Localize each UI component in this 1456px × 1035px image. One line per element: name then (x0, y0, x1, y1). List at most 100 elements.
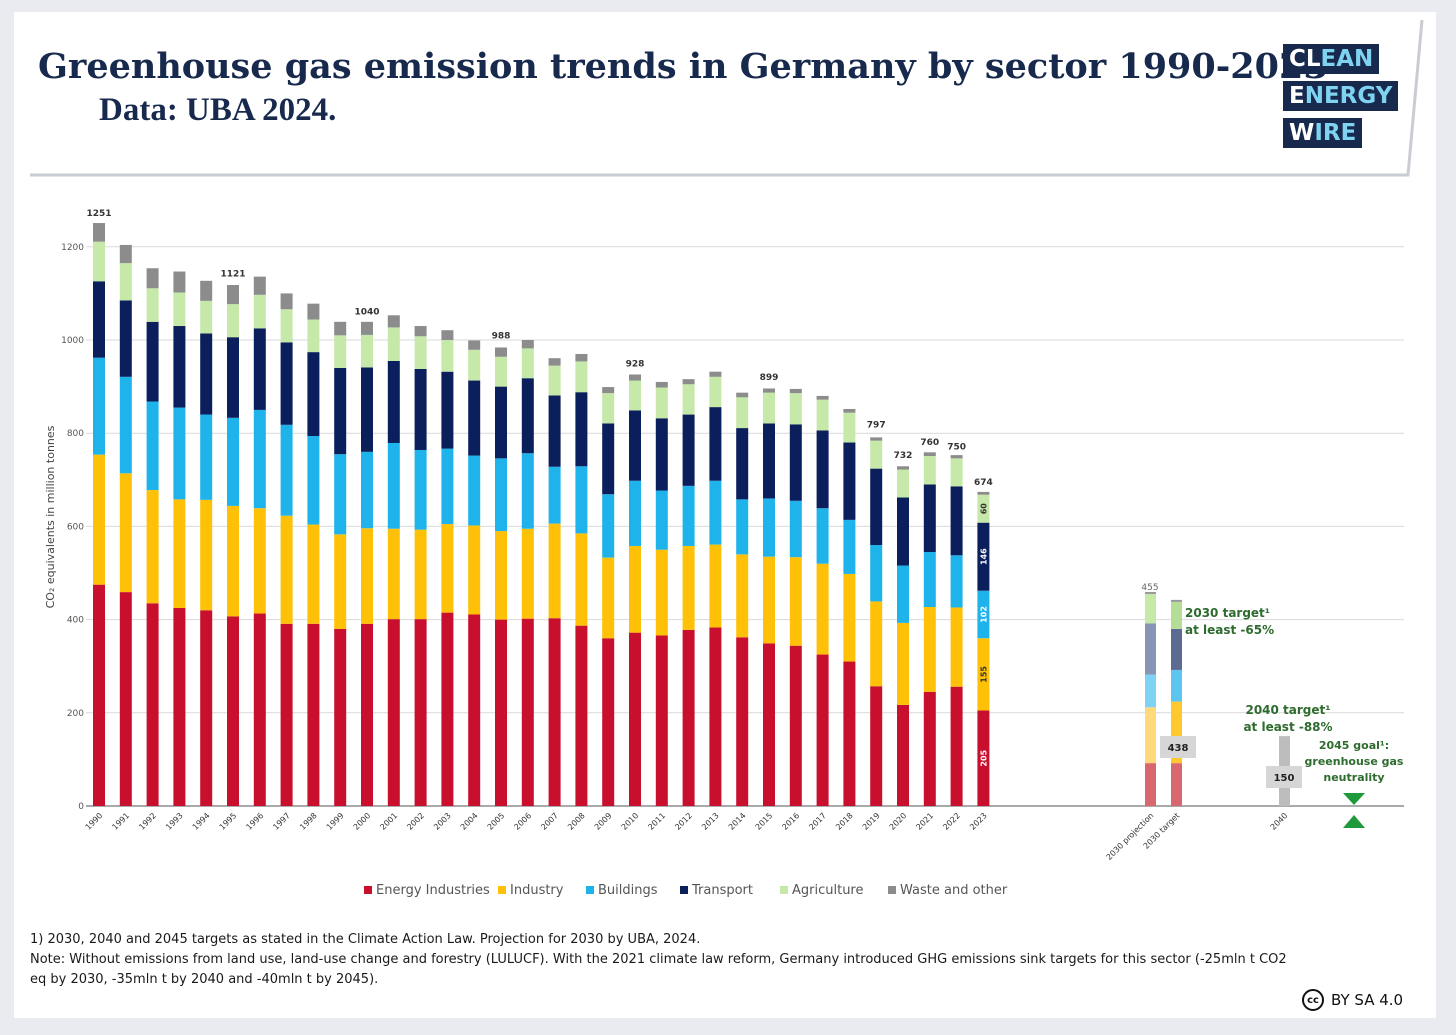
segment-label: 205 (979, 749, 988, 766)
target-bar-cap (1145, 591, 1156, 594)
bar-segment (387, 315, 400, 328)
bar-segment (789, 388, 802, 394)
bar-segment (280, 623, 293, 806)
bar-segment (682, 485, 695, 546)
bar-segment (843, 519, 856, 574)
bar-segment (119, 376, 132, 474)
bar-segment (441, 371, 454, 449)
bar-segment (280, 515, 293, 624)
bar-segment (441, 612, 454, 806)
bar-segment (146, 321, 159, 402)
bar-segment (468, 380, 481, 456)
x-tick-label: 1999 (325, 811, 346, 832)
bar-segment (923, 452, 936, 457)
logo-text: NERGY (1304, 83, 1393, 109)
legend-swatch (364, 886, 372, 894)
bar-segment (307, 319, 320, 353)
bar-segment (307, 524, 320, 624)
bar-segment (521, 378, 534, 454)
bar-segment (146, 288, 159, 322)
bar-segment (414, 449, 427, 530)
legend-label: Industry (510, 883, 564, 898)
bar-segment (200, 610, 213, 806)
y-tick-label: 0 (78, 802, 84, 812)
bar-segment (334, 534, 347, 629)
bar-segment (977, 638, 990, 711)
bar-segment (173, 607, 186, 806)
y-tick-label: 400 (67, 616, 84, 626)
bar-segment (414, 619, 427, 806)
bar-segment (334, 454, 347, 535)
bar-segment (146, 268, 159, 289)
bar-segment (334, 628, 347, 806)
target-bar-segment (1171, 628, 1182, 670)
bar-segment (629, 410, 641, 481)
bar-segment (736, 637, 749, 806)
bar-segment (414, 529, 427, 620)
bar-segment (897, 466, 909, 470)
bar-segment (227, 304, 239, 338)
bar-segment (414, 368, 427, 450)
bar-segment (441, 340, 454, 372)
x-tick-label: 2021 (914, 811, 935, 832)
bar-segment (93, 281, 105, 358)
bar-segment (361, 321, 373, 335)
bar-segment (709, 544, 722, 628)
bar-segment (173, 326, 186, 408)
x-tick-label: 2012 (673, 811, 694, 832)
legend-swatch (498, 886, 506, 894)
bar-segment (843, 412, 856, 443)
bar-segment (414, 326, 427, 337)
bar-segment (682, 384, 695, 415)
bar-segment (763, 498, 775, 557)
neutrality-arrow-up (1343, 815, 1365, 828)
bar-segment (227, 285, 239, 305)
target-bar-cap (1171, 599, 1182, 602)
bar-segment (146, 603, 159, 806)
x-tick-label: 2003 (432, 811, 453, 832)
x-tick-label: 1993 (164, 811, 185, 832)
bar-segment (870, 468, 883, 546)
x-tick-label: 1991 (110, 811, 131, 832)
footnote: 1) 2030, 2040 and 2045 targets as stated… (30, 930, 1290, 990)
bar-segment (682, 379, 695, 385)
x-tick-label: 2040 (1269, 811, 1290, 832)
bar-segment (334, 335, 347, 368)
value-box (1266, 766, 1302, 788)
bar-segment (977, 494, 990, 523)
bar-segment (93, 357, 105, 455)
x-tick-label: 2014 (727, 811, 748, 832)
bar-segment (93, 241, 105, 282)
bar-segment (789, 557, 802, 646)
x-tick-label: 2030 projection (1105, 811, 1156, 862)
bar-segment (495, 356, 507, 387)
x-tick-label: 2006 (512, 811, 533, 832)
bar-segment (173, 271, 186, 293)
bar-segment (789, 645, 802, 806)
bar-segment (655, 549, 668, 636)
bar-segment (655, 418, 668, 491)
bar-segment (709, 371, 722, 377)
x-tick-label: 2019 (861, 811, 882, 832)
bar-segment (548, 618, 561, 806)
bar-segment (950, 607, 963, 687)
bar-segment (629, 480, 641, 546)
bar-segment (602, 638, 615, 806)
page-subtitle: Data: UBA 2024. (99, 92, 337, 128)
bar-segment (870, 601, 883, 687)
segment-label: 60 (979, 503, 988, 515)
bar-segment (709, 480, 722, 545)
bar-segment (387, 442, 400, 529)
bar-segment (816, 563, 829, 655)
bar-segment (602, 387, 615, 394)
license-text: BY SA 4.0 (1331, 991, 1404, 1009)
bar-segment (789, 393, 802, 425)
total-label: 732 (894, 451, 913, 461)
x-tick-label: 2004 (459, 811, 480, 832)
bar-segment (977, 710, 990, 806)
total-label: 928 (626, 360, 645, 370)
bar-segment (763, 556, 775, 644)
footnote-line-2: Note: Without emissions from land use, l… (30, 952, 1287, 987)
target-annotation: neutrality (1323, 771, 1384, 784)
total-label: 899 (760, 373, 779, 383)
